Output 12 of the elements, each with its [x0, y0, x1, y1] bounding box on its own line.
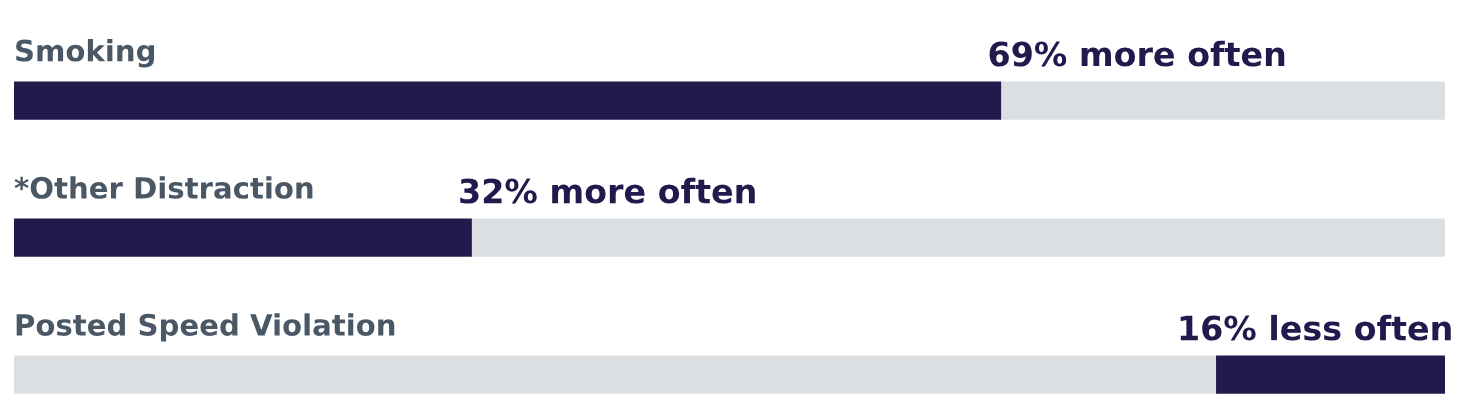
bar [14, 81, 1002, 120]
data-label: 69% more often [989, 40, 1285, 67]
bar [14, 218, 472, 257]
bar [1216, 355, 1445, 394]
data-label: 32% more often [460, 177, 755, 204]
y-tick-label: *Other Distraction [14, 176, 313, 199]
y-tick-label: Posted Speed Violation [16, 313, 395, 342]
y-tick-label: Smoking [16, 39, 155, 68]
bar [14, 355, 1217, 394]
bar [471, 218, 1445, 257]
data-label: 16% less often [1180, 314, 1451, 341]
bar [1001, 81, 1445, 120]
